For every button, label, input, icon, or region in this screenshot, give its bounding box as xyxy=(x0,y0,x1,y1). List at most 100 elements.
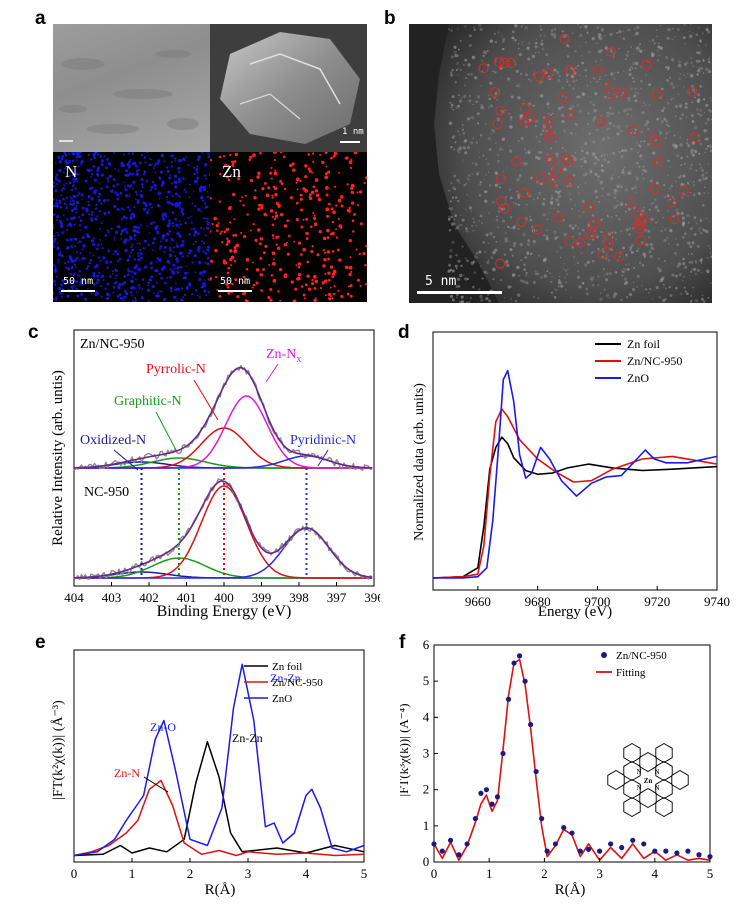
haadf-speckle-dot xyxy=(513,273,516,277)
n-map-dot xyxy=(117,169,120,172)
n-map-dot xyxy=(55,173,59,177)
haadf-speckle-dot xyxy=(516,265,520,270)
zn-map-dot xyxy=(275,235,279,240)
n-map-dot xyxy=(53,223,55,227)
haadf-speckle-dot xyxy=(563,34,567,38)
haadf-speckle-dot xyxy=(473,76,478,80)
n-map-dot xyxy=(201,199,205,202)
haadf-speckle-dot xyxy=(453,50,457,54)
n-map-dot xyxy=(56,218,59,221)
haadf-speckle-dot xyxy=(462,64,465,66)
haadf-speckle-dot xyxy=(511,273,515,277)
haadf-speckle-dot xyxy=(650,247,652,250)
zn-map-dot xyxy=(287,234,291,238)
haadf-speckle-dot xyxy=(650,53,655,58)
n-map-dot xyxy=(77,155,82,159)
haadf-speckle-dot xyxy=(663,117,667,121)
zn-map-dot xyxy=(214,275,218,279)
n-map-dot xyxy=(135,172,139,176)
haadf-speckle-dot xyxy=(669,187,672,190)
haadf-speckle-dot xyxy=(680,293,682,295)
n-map-dot xyxy=(53,237,57,241)
haadf-speckle-dot xyxy=(636,274,640,278)
zn-map-dot xyxy=(338,258,342,262)
zn-map-dot xyxy=(335,236,339,239)
haadf-speckle-dot xyxy=(563,276,566,279)
x-tick-label: 5 xyxy=(707,866,714,881)
haadf-speckle-dot xyxy=(650,246,654,250)
haadf-speckle-dot xyxy=(482,54,485,58)
single-atom-circle xyxy=(593,64,604,75)
zn-map-dot xyxy=(332,292,336,296)
n-map-dot xyxy=(65,206,68,210)
single-atom-circle xyxy=(638,214,649,225)
n-map-dot xyxy=(139,161,142,165)
n-map-dot xyxy=(135,169,139,173)
zn-map-dot xyxy=(286,219,290,223)
haadf-speckle-dot xyxy=(658,295,661,299)
haadf-speckle-dot xyxy=(535,135,538,138)
n-map-dot xyxy=(80,292,84,296)
haadf-speckle-dot xyxy=(681,224,685,227)
haadf-speckle-dot xyxy=(690,148,694,153)
haadf-speckle-dot xyxy=(555,141,557,144)
zn-map-dot xyxy=(356,278,361,282)
haadf-speckle-dot xyxy=(607,160,610,164)
zn-map-dot xyxy=(346,183,349,186)
zn-map-dot xyxy=(279,179,283,183)
haadf-speckle-dot xyxy=(598,78,601,81)
zn-map-dot xyxy=(316,193,320,198)
haadf-speckle-dot xyxy=(539,275,544,279)
n-map-dot xyxy=(79,229,81,232)
x-tick-label: 402 xyxy=(139,590,159,605)
n-map-dots xyxy=(53,152,210,302)
zn-map-dot xyxy=(330,156,333,160)
haadf-speckle-dot xyxy=(671,195,674,198)
haadf-speckle-dot xyxy=(708,144,712,148)
haadf-speckle-dot xyxy=(569,198,572,201)
n-map-dot xyxy=(78,216,81,219)
n-map-dot xyxy=(169,246,172,250)
haadf-speckle-dot xyxy=(556,236,559,239)
n-map-dot xyxy=(181,213,184,216)
n-map-dot xyxy=(153,291,155,294)
haadf-speckle-dot xyxy=(497,160,500,163)
haadf-speckle-dot xyxy=(652,248,655,251)
n-map-dot xyxy=(136,199,140,202)
chart-e-frame xyxy=(73,649,365,863)
xanes-line-2 xyxy=(433,369,718,579)
zn-map-dot xyxy=(289,196,294,200)
n-map-dot xyxy=(201,240,203,243)
haadf-speckle-dot xyxy=(589,101,593,104)
x-tick-label: 1 xyxy=(129,866,136,881)
n-map-dot xyxy=(119,284,122,287)
zn-map-dot xyxy=(323,279,328,283)
haadf-speckle-dot xyxy=(584,41,587,44)
zn-map-dot xyxy=(302,218,305,221)
haadf-speckle-dot xyxy=(449,249,453,253)
n-map-dot xyxy=(68,153,71,156)
haadf-speckle-dot xyxy=(487,294,489,296)
haadf-speckle-dot xyxy=(550,280,553,283)
haadf-speckle-dot xyxy=(671,58,675,62)
haadf-speckle-dot xyxy=(447,189,451,192)
haadf-speckle-dot xyxy=(709,252,712,255)
haadf-speckle-dot xyxy=(640,87,643,90)
haadf-speckle-dot xyxy=(676,264,680,268)
haadf-speckle-dot xyxy=(691,153,695,157)
haadf-speckle-dot xyxy=(690,163,694,167)
haadf-speckle-dot xyxy=(622,246,626,250)
haadf-speckle-dot xyxy=(693,125,698,130)
chart-c-xlabel: Binding Energy (eV) xyxy=(157,603,292,620)
haadf-speckle-dot xyxy=(628,68,632,72)
zn-map-dot xyxy=(352,230,355,233)
haadf-speckle-dot xyxy=(586,31,589,34)
haadf-speckle-dot xyxy=(455,227,457,230)
haadf-speckle-dot xyxy=(694,298,699,303)
haadf-speckle-dot xyxy=(683,74,685,76)
zn-map-dot xyxy=(297,276,301,281)
haadf-speckle-dot xyxy=(639,43,642,46)
haadf-speckle-dot xyxy=(458,99,463,103)
haadf-speckle-dot xyxy=(529,252,533,256)
haadf-speckle-dot xyxy=(452,108,455,111)
